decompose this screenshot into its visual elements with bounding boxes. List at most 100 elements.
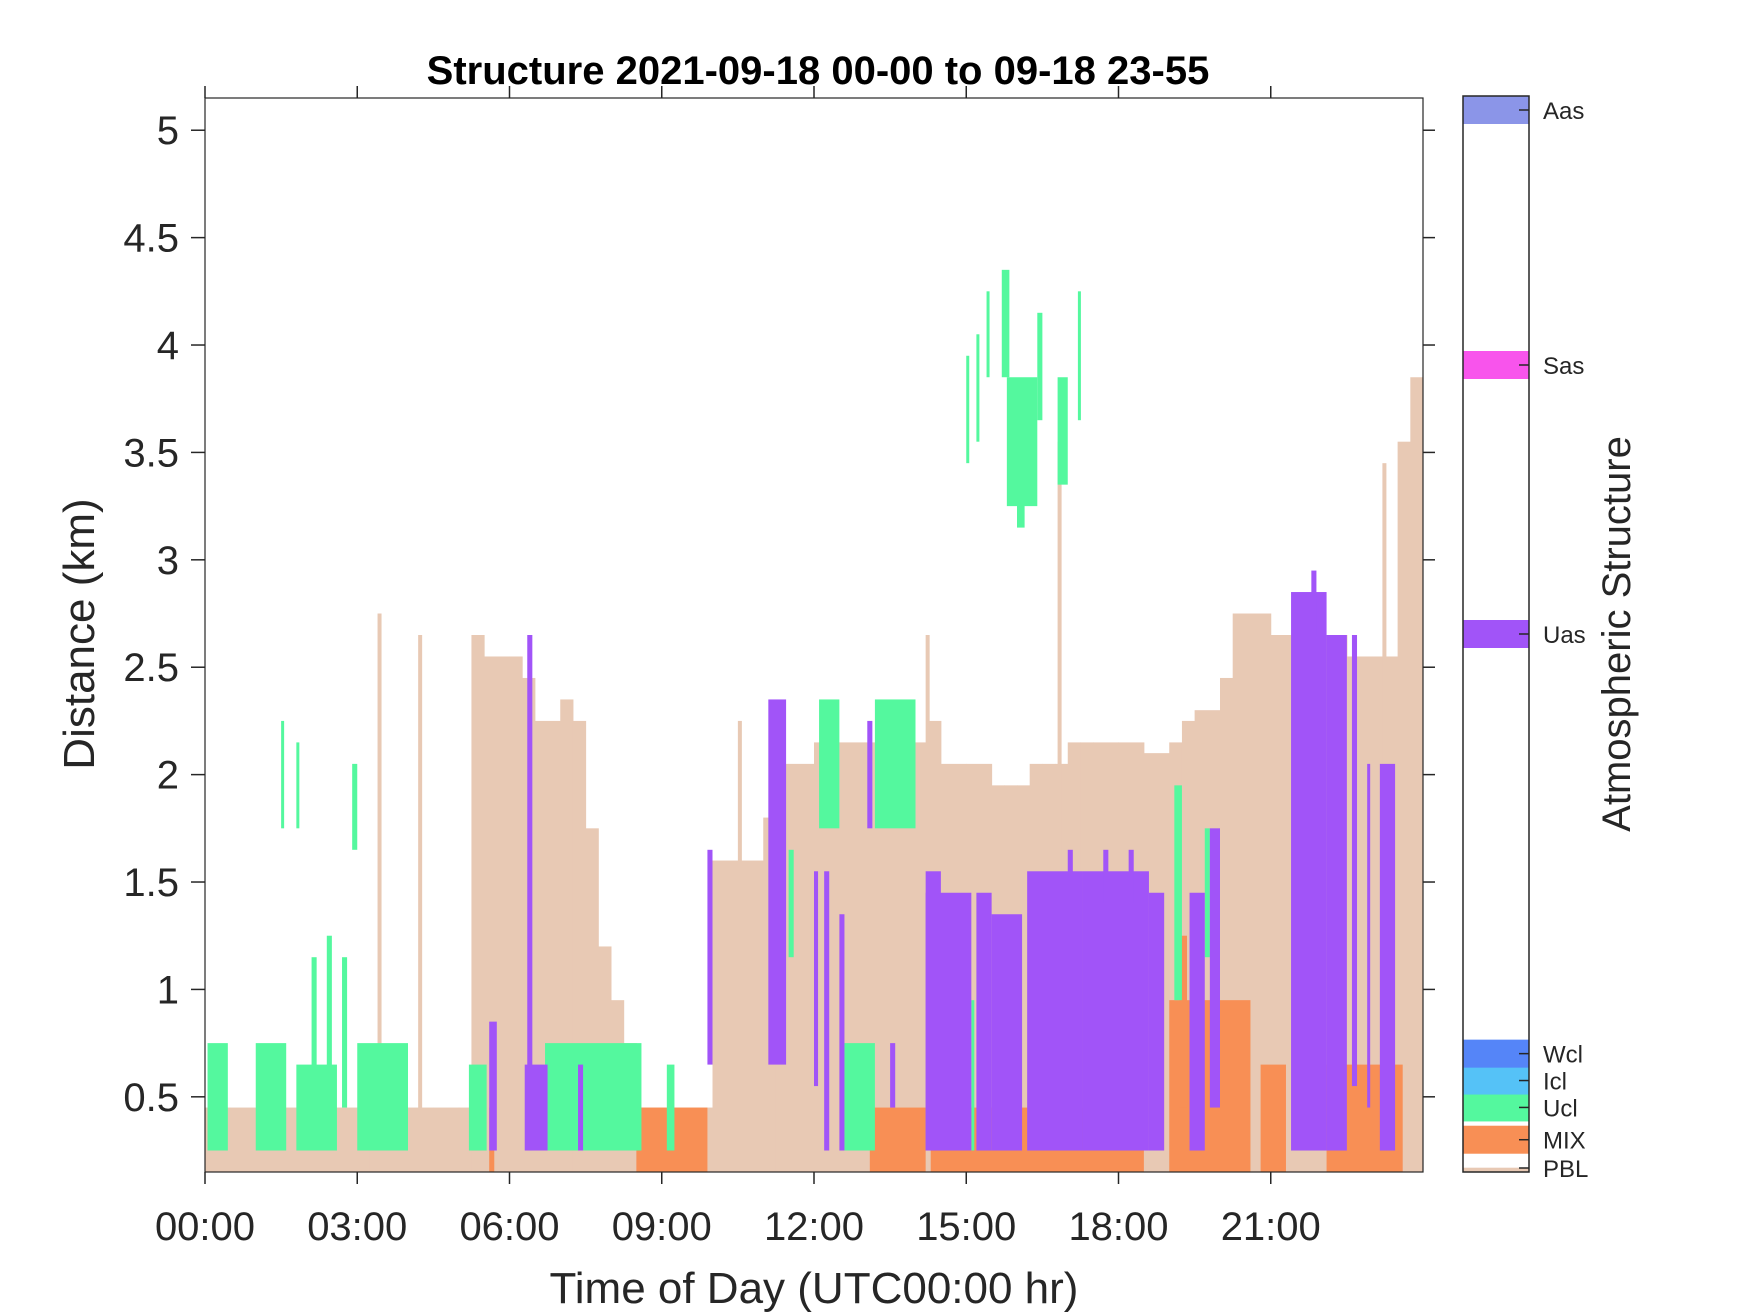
pbl-bar	[737, 860, 764, 1172]
x-tick-label: 00:00	[155, 1205, 255, 1249]
x-axis-label: Time of Day (UTC00:00 hr)	[550, 1264, 1079, 1313]
x-tick-label: 21:00	[1221, 1205, 1321, 1249]
ucl-segment	[844, 1043, 875, 1151]
pbl-bar	[509, 656, 523, 1172]
colorbar-swatch-pbl	[1463, 1167, 1529, 1172]
mix-segment	[1179, 935, 1188, 1108]
pbl-spike	[737, 720, 742, 1172]
pbl-bar	[471, 635, 485, 1172]
ucl-segment	[1017, 441, 1025, 528]
pbl-bar	[484, 656, 510, 1172]
uas-segment	[1103, 849, 1109, 904]
pbl-spike	[418, 635, 423, 1172]
ucl-segment	[986, 291, 990, 378]
uas-segment	[1128, 849, 1134, 904]
ucl-segment	[326, 935, 332, 1130]
colorbar-tick-label: MIX	[1543, 1128, 1586, 1155]
pbl-bar	[712, 860, 739, 1172]
uas-segment	[991, 914, 1023, 1151]
pbl-spike	[1057, 441, 1062, 1172]
y-tick-label: 3	[157, 539, 179, 583]
colorbar-label: Atmospheric Structure	[1595, 436, 1639, 832]
chart-title: Structure 2021-09-18 00-00 to 09-18 23-5…	[427, 49, 1210, 93]
y-axis: 0.5 1 1.5 2 2.5 3 3.5 4 4.5 5	[123, 109, 1435, 1120]
ucl-segment	[296, 742, 300, 829]
pbl-bar	[1410, 377, 1423, 1172]
uas-segment	[925, 871, 941, 1151]
uas-segment	[814, 871, 819, 1087]
uas-segment	[1367, 763, 1371, 1108]
uas-segment	[1027, 871, 1083, 1151]
ucl-segment	[281, 720, 285, 829]
pbl-bar	[408, 1107, 422, 1172]
colorbar-tick-label: Icl	[1543, 1069, 1567, 1096]
uas-segment	[489, 1021, 497, 1151]
ucl-segment	[1077, 291, 1081, 421]
uas-segment	[890, 1043, 896, 1108]
ucl-segment	[819, 699, 840, 829]
colorbar-tick-label: Ucl	[1543, 1095, 1578, 1122]
colorbar-tick-label: Wcl	[1543, 1042, 1583, 1069]
pbl-bar	[230, 1107, 257, 1172]
x-tick-label: 15:00	[916, 1205, 1016, 1249]
colorbar-swatch-icl	[1463, 1066, 1529, 1095]
colorbar-tick-label: PBL	[1543, 1156, 1588, 1183]
ucl-segment	[1037, 312, 1043, 421]
colorbar-swatch-uas	[1463, 620, 1529, 648]
mix-segment	[1260, 1064, 1286, 1172]
colorbar-swatch-sas	[1463, 351, 1529, 379]
x-tick-label: 09:00	[612, 1205, 712, 1249]
data-marks	[205, 269, 1423, 1172]
ucl-segment	[1204, 828, 1210, 958]
colorbar-swatch-mix	[1463, 1125, 1529, 1154]
y-tick-label: 0.5	[123, 1076, 179, 1120]
colorbar-swatch-ucl	[1463, 1093, 1529, 1122]
uas-segment	[1351, 635, 1358, 1087]
pbl-bar	[788, 763, 815, 1172]
ucl-segment	[1001, 269, 1010, 378]
x-tick-label: 03:00	[307, 1205, 407, 1249]
y-tick-label: 4	[157, 324, 179, 368]
pbl-spike	[377, 613, 382, 1172]
ucl-segment	[666, 1064, 675, 1151]
y-tick-label: 2.5	[123, 646, 179, 690]
uas-segment	[768, 699, 787, 1065]
uas-segment	[1209, 828, 1220, 1108]
y-tick-label: 3.5	[123, 431, 179, 475]
y-axis-label: Distance (km)	[55, 498, 104, 769]
ucl-segment	[966, 355, 970, 464]
ucl-segment	[255, 1043, 287, 1151]
uas-segment	[707, 849, 713, 1065]
colorbar-swatch-aas	[1463, 96, 1529, 124]
ucl-segment	[342, 957, 348, 1108]
ucl-segment	[207, 1043, 228, 1151]
uas-segment	[1291, 592, 1327, 1151]
uas-segment	[1379, 763, 1396, 1151]
uas-segment	[976, 892, 992, 1151]
uas-segment	[1148, 892, 1165, 1151]
x-tick-label: 06:00	[459, 1205, 559, 1249]
ucl-segment	[1174, 785, 1182, 1001]
y-tick-label: 2	[157, 754, 179, 798]
uas-segment	[867, 720, 873, 829]
uas-segment	[578, 1064, 584, 1151]
colorbar-frame	[1462, 95, 1530, 1173]
ucl-segment	[874, 699, 916, 829]
colorbar-tick-label: Aas	[1543, 98, 1584, 125]
colorbar-tick-label: Sas	[1543, 353, 1584, 380]
y-tick-label: 4.5	[123, 217, 179, 261]
uas-segment	[1067, 849, 1073, 925]
uas-segment	[839, 914, 845, 1151]
ucl-segment	[357, 1043, 408, 1151]
ucl-segment	[971, 1000, 975, 1151]
uas-segment	[1326, 635, 1347, 1151]
ucl-segment	[1057, 377, 1068, 485]
mix-segment	[869, 1107, 926, 1172]
uas-segment	[1311, 570, 1317, 635]
pbl-bar	[458, 1107, 472, 1172]
ucl-segment	[468, 1064, 487, 1151]
ucl-segment	[545, 1043, 642, 1151]
y-tick-label: 5	[157, 109, 179, 153]
y-tick-label: 1	[157, 968, 179, 1012]
